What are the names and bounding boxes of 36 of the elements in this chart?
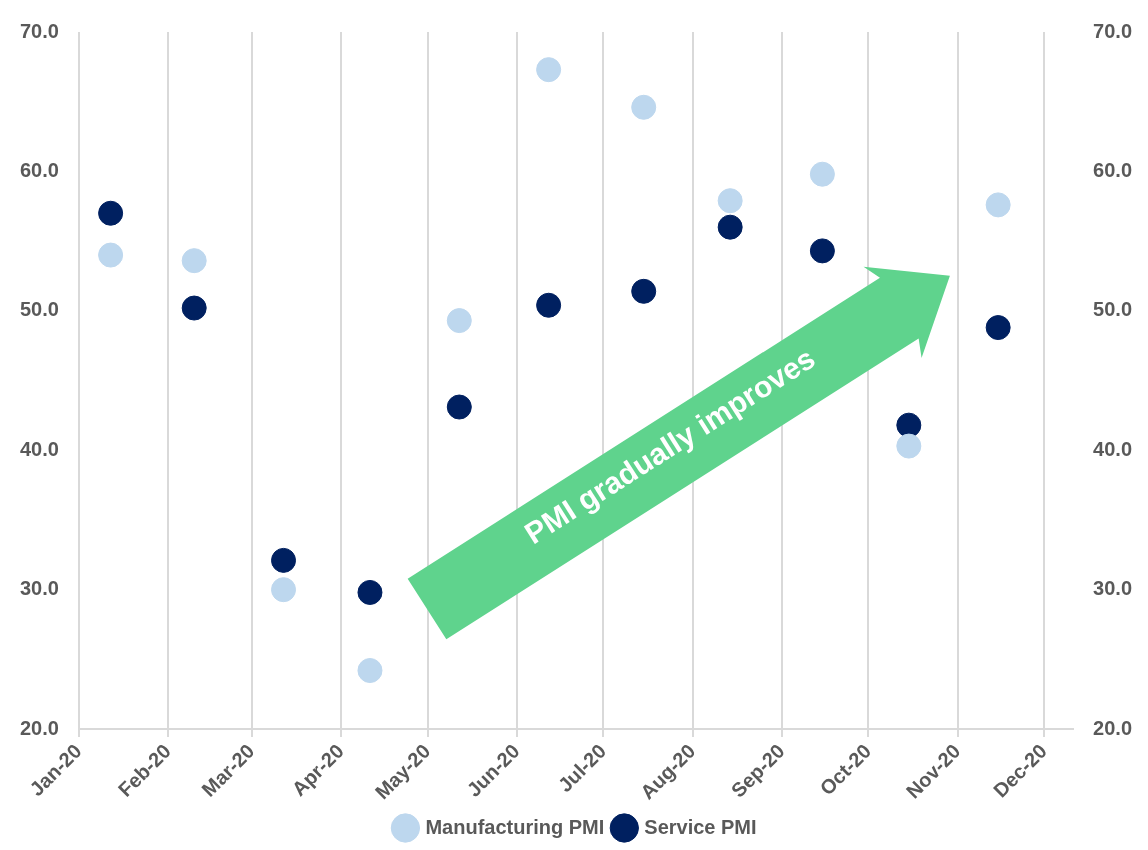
point: [357, 579, 383, 605]
point: [896, 412, 922, 438]
y2-tick-label: 20.0: [1093, 716, 1133, 739]
point: [357, 658, 383, 684]
legend-label: Manufacturing PMI: [425, 815, 605, 838]
point: [536, 292, 562, 318]
y2-tick-label: 30.0: [1093, 577, 1133, 600]
point: [985, 192, 1011, 218]
y2-tick-label: 60.0: [1093, 158, 1133, 181]
point: [809, 161, 835, 187]
point: [271, 577, 297, 603]
y-tick-label: 50.0: [19, 298, 59, 321]
y2-tick-label: 70.0: [1093, 19, 1133, 42]
point: [446, 308, 472, 334]
y2-tick-label: 50.0: [1093, 298, 1133, 321]
y-tick-label: 30.0: [19, 577, 59, 600]
y-tick-label: 20.0: [19, 716, 59, 739]
point: [717, 188, 743, 214]
point: [98, 200, 124, 226]
y-tick-label: 70.0: [19, 19, 59, 42]
point: [536, 57, 562, 83]
point: [985, 315, 1011, 341]
point: [181, 295, 207, 321]
point: [98, 242, 124, 268]
y2-tick-label: 40.0: [1093, 437, 1133, 460]
point: [631, 94, 657, 120]
point: [809, 238, 835, 264]
point: [181, 248, 207, 274]
legend-label: Service PMI: [644, 815, 757, 838]
point: [271, 547, 297, 573]
point: [896, 433, 922, 459]
point: [446, 394, 472, 420]
point: [717, 214, 743, 240]
y-tick-label: 40.0: [19, 437, 59, 460]
point: [631, 278, 657, 304]
y-tick-label: 60.0: [19, 158, 59, 181]
